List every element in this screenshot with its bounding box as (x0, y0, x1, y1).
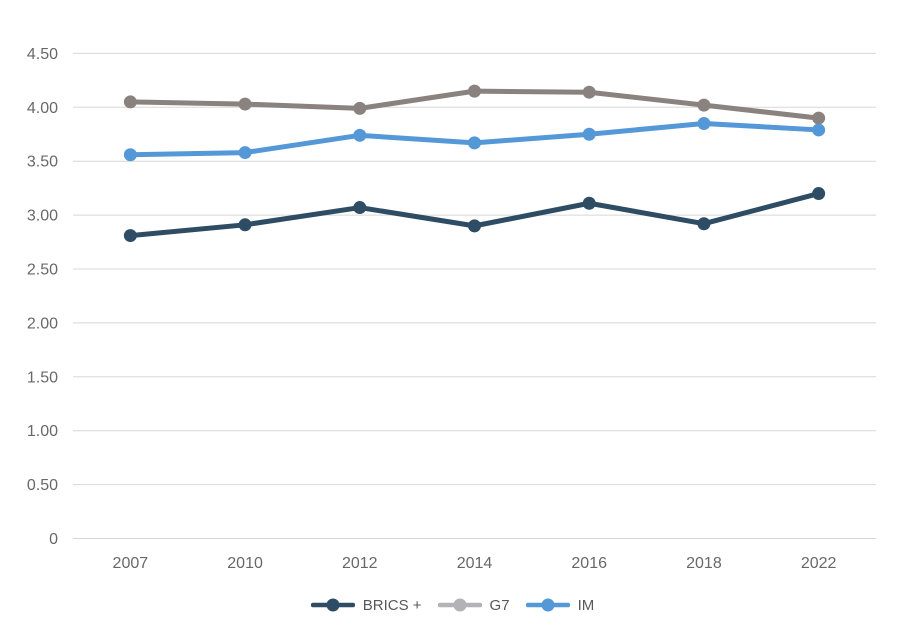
x-tick-label: 2018 (686, 555, 722, 572)
im-point-2022 (812, 123, 826, 137)
chart-legend: BRICS + G7 IM (0, 592, 905, 618)
legend-label-g7: G7 (489, 596, 510, 614)
y-tick-label: 4.00 (27, 100, 58, 117)
legend-marker-g7-icon (437, 598, 482, 612)
legend-dot (326, 598, 340, 612)
brics-point-2018 (697, 217, 711, 231)
g7-point-2016 (582, 85, 596, 99)
im-point-2007 (123, 148, 137, 162)
y-tick-label: 4.50 (27, 46, 58, 63)
g7-point-2018 (697, 98, 711, 112)
y-tick-label: 0 (49, 531, 58, 548)
g7-point-2022 (812, 111, 826, 125)
legend-dot (541, 598, 555, 612)
legend-item-im: IM (525, 596, 595, 614)
im-point-2018 (697, 116, 711, 130)
legend-item-g7: G7 (437, 596, 510, 614)
brics-point-2010 (238, 218, 252, 232)
g7-point-2007 (123, 95, 137, 109)
legend-label-brics: BRICS + (362, 596, 422, 614)
x-tick-label: 2022 (801, 555, 837, 572)
x-tick-label: 2010 (227, 555, 263, 572)
im-point-2016 (582, 127, 596, 141)
chart-canvas: 4.50 4.00 3.50 3.00 2.50 2.00 1.50 1.00 0.50 0 200… (27, 46, 876, 572)
legend-marker-im-icon (525, 598, 570, 612)
y-tick-label: 1.50 (27, 369, 58, 386)
brics-point-2016 (582, 196, 596, 210)
im-point-2010 (238, 146, 252, 160)
y-tick-label: 0.50 (27, 477, 58, 494)
y-tick-label: 3.50 (27, 154, 58, 171)
im-point-2014 (468, 136, 481, 150)
y-tick-label: 3.00 (27, 208, 58, 225)
legend-item-brics: BRICS + (310, 596, 422, 614)
x-tick-label: 2012 (342, 555, 378, 572)
im-point-2012 (353, 128, 367, 142)
brics-point-2014 (468, 219, 481, 233)
legend-marker-brics-icon (310, 598, 355, 612)
x-tick-label: 2016 (571, 555, 607, 572)
x-tick-label: 2007 (113, 555, 149, 572)
legend-label-im: IM (577, 596, 595, 614)
brics-point-2012 (353, 201, 367, 215)
x-tick-label: 2014 (457, 555, 493, 572)
g7-point-2012 (353, 101, 367, 115)
legend-dot (453, 598, 467, 612)
y-tick-label: 1.00 (27, 423, 58, 440)
g7-point-2014 (468, 84, 481, 98)
brics-point-2007 (123, 229, 137, 243)
y-tick-label: 2.00 (27, 315, 58, 332)
g7-point-2010 (238, 97, 252, 111)
brics-point-2022 (812, 187, 826, 201)
y-tick-label: 2.50 (27, 262, 58, 279)
